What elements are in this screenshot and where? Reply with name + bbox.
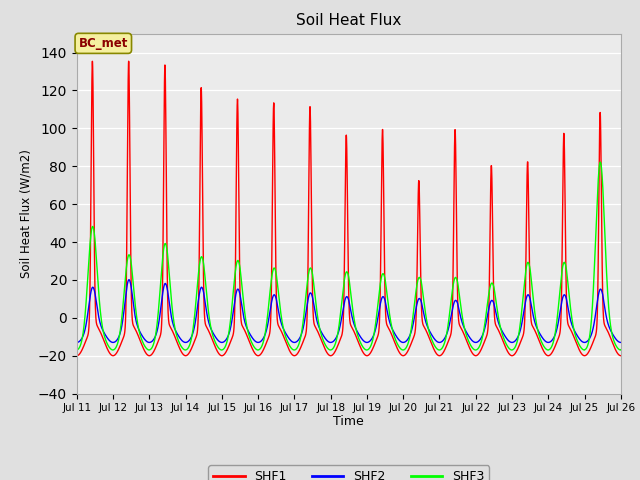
Line: SHF1: SHF1: [77, 61, 621, 356]
SHF2: [73, 339, 81, 345]
SHF1: [412, 326, 419, 332]
SHF2: [125, 277, 132, 283]
SHF1: [565, 324, 573, 330]
SHF3: [617, 347, 625, 353]
SHF2: [617, 339, 625, 345]
SHF1: [617, 353, 625, 359]
SHF3: [596, 159, 604, 165]
SHF1: [225, 343, 233, 349]
SHF2: [189, 328, 197, 334]
SHF1: [402, 351, 410, 357]
SHF1: [73, 353, 81, 359]
SHF3: [402, 346, 410, 351]
SHF2: [225, 331, 233, 337]
SHF2: [617, 339, 625, 345]
SHF3: [508, 347, 516, 353]
SHF1: [617, 353, 625, 359]
SHF2: [580, 339, 588, 345]
SHF2: [565, 312, 573, 317]
SHF1: [189, 341, 197, 347]
Legend: SHF1, SHF2, SHF3: SHF1, SHF2, SHF3: [209, 465, 489, 480]
SHF3: [565, 294, 573, 300]
SHF3: [225, 331, 232, 336]
X-axis label: Time: Time: [333, 415, 364, 428]
SHF2: [402, 338, 410, 344]
SHF3: [73, 347, 81, 353]
Line: SHF2: SHF2: [77, 280, 621, 342]
SHF3: [189, 324, 197, 330]
Y-axis label: Soil Heat Flux (W/m2): Soil Heat Flux (W/m2): [19, 149, 33, 278]
Line: SHF3: SHF3: [77, 162, 621, 350]
SHF3: [617, 347, 625, 353]
Title: Soil Heat Flux: Soil Heat Flux: [296, 13, 401, 28]
SHF2: [412, 309, 419, 315]
SHF3: [412, 294, 419, 300]
Text: BC_met: BC_met: [79, 37, 128, 50]
SHF1: [125, 59, 132, 64]
